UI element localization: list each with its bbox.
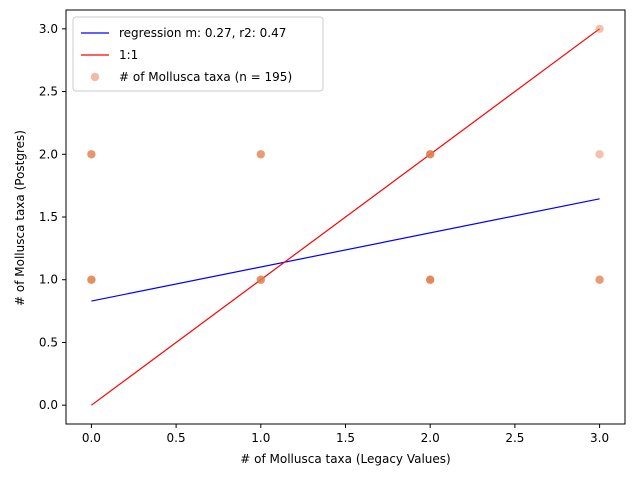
y-tick-label: 1.0 xyxy=(39,273,58,287)
scatter-point xyxy=(87,275,96,284)
x-tick-label: 2.5 xyxy=(505,431,524,445)
x-tick-label: 3.0 xyxy=(590,431,609,445)
x-tick-label: 0.5 xyxy=(167,431,186,445)
legend: regression m: 0.27, r2: 0.47 1:1 # of Moll… xyxy=(72,16,324,92)
scatter-point xyxy=(595,275,604,284)
y-tick-label: 2.5 xyxy=(39,85,58,99)
y-tick-label: 0.5 xyxy=(39,335,58,349)
legend-swatch-marker xyxy=(90,72,100,82)
legend-entry-label: 1:1 xyxy=(119,48,138,62)
y-tick-label: 3.0 xyxy=(39,22,58,36)
y-axis-label: # of Mollusca taxa (Postgres) xyxy=(13,130,27,306)
scatter-point xyxy=(256,275,266,284)
y-tick-label: 2.0 xyxy=(39,147,58,161)
x-tick-label: 0.0 xyxy=(82,431,101,445)
legend-entry-label: regression m: 0.27, r2: 0.47 xyxy=(119,26,286,40)
scatter-point xyxy=(425,150,435,159)
series-line-1 xyxy=(91,28,600,406)
scatter-point xyxy=(595,24,604,34)
legend-box xyxy=(72,16,324,92)
scatter-point xyxy=(425,275,435,284)
series-line-0 xyxy=(91,198,600,302)
x-tick-label: 2.0 xyxy=(421,431,440,445)
x-axis-label: # of Mollusca taxa (Legacy Values) xyxy=(240,452,450,466)
legend-entry-label: # of Mollusca taxa (n = 195) xyxy=(119,70,292,84)
y-tick-label: 0.0 xyxy=(39,398,58,412)
scatter-point xyxy=(256,150,266,159)
scatter-point xyxy=(595,150,604,159)
x-tick-label: 1.0 xyxy=(251,431,270,445)
x-tick-label: 1.5 xyxy=(336,431,355,445)
plot-area xyxy=(87,24,604,406)
scatter-point xyxy=(87,150,96,159)
y-tick-label: 1.5 xyxy=(39,210,58,224)
